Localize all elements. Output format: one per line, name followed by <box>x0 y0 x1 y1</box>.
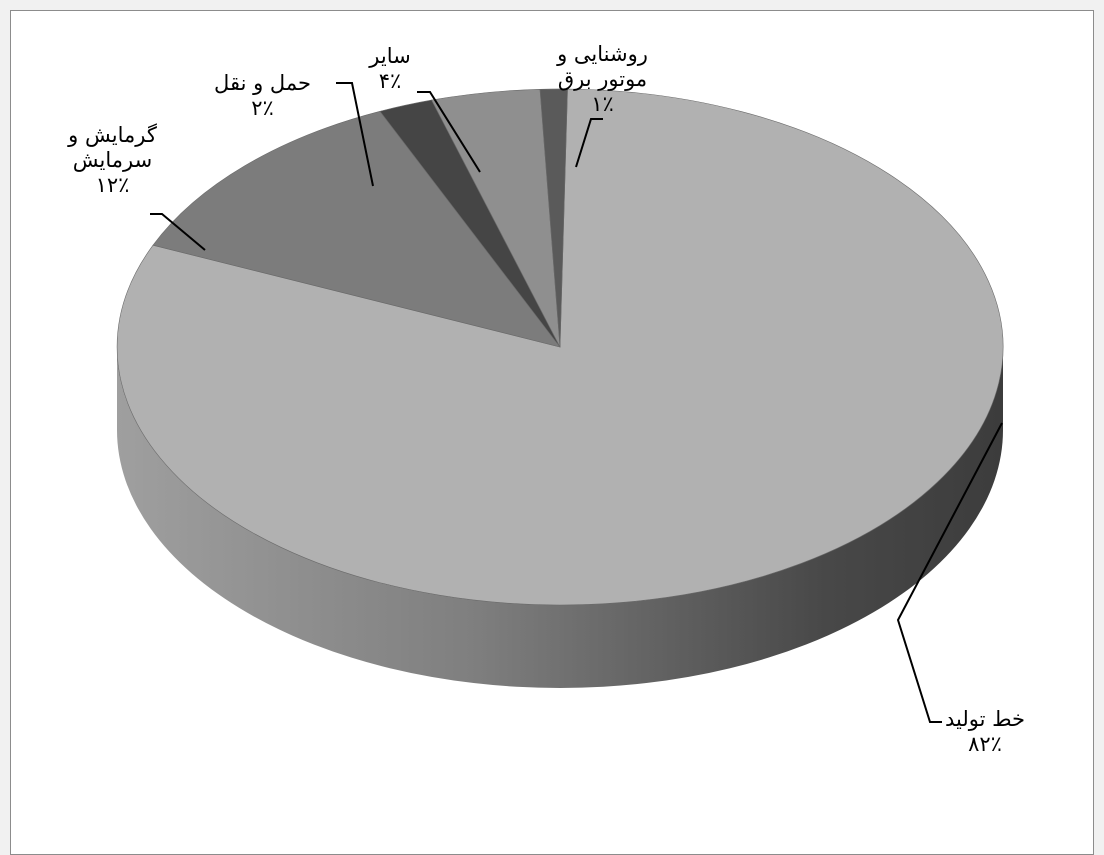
label-transport-value: ۲٪ <box>251 96 274 120</box>
label-heating-cooling-line1: گرمایش و <box>68 123 157 147</box>
label-lighting-motor: روشنایی و موتور برق ۱٪ <box>540 42 665 117</box>
label-lighting-motor-line1: روشنایی و <box>557 42 648 66</box>
label-heating-cooling-line2: سرمایش <box>72 148 153 172</box>
label-transport-name: حمل و نقل <box>214 71 311 95</box>
leader-production-line <box>896 422 1003 723</box>
label-heating-cooling-value: ۱۲٪ <box>95 173 130 197</box>
label-production-line-name: خط تولید <box>944 707 1026 731</box>
label-production-line-value: ۸۲٪ <box>968 732 1002 756</box>
label-lighting-motor-line2: موتور برق <box>557 67 648 91</box>
leader-heating-cooling <box>150 213 206 251</box>
slice-lighting-motor <box>539 88 568 348</box>
label-other: سایر ۴٪ <box>355 44 425 94</box>
leader-lighting-motor <box>575 118 603 168</box>
label-heating-cooling: گرمایش و سرمایش ۱۲٪ <box>40 123 185 198</box>
label-other-value: ۴٪ <box>378 69 402 93</box>
slice-heating-cooling <box>152 110 561 348</box>
pie-side-wall <box>117 347 1003 688</box>
leader-other <box>417 91 481 173</box>
label-other-name: سایر <box>369 44 411 68</box>
leader-transport <box>336 82 374 187</box>
label-transport: حمل و نقل ۲٪ <box>190 71 335 121</box>
label-lighting-motor-value: ۱٪ <box>591 92 614 116</box>
label-production-line: خط تولید ۸۲٪ <box>930 707 1040 757</box>
